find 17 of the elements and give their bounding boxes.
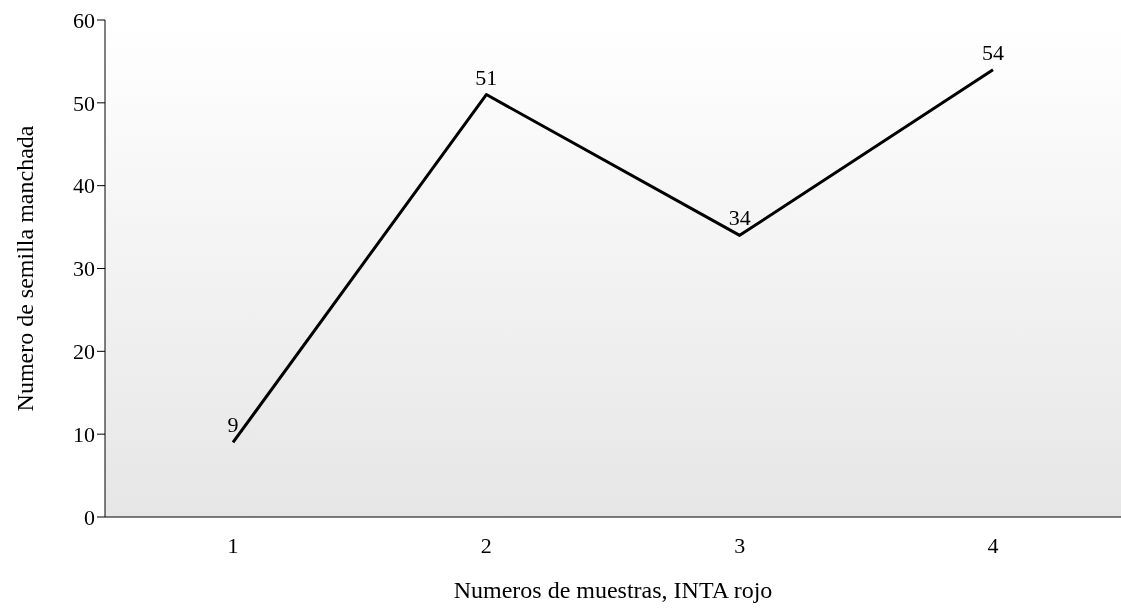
y-tick-label: 50 xyxy=(73,90,95,116)
data-label: 9 xyxy=(227,412,239,438)
y-tick-label: 10 xyxy=(73,421,95,447)
y-axis-title: Numero de semilla manchada xyxy=(11,125,38,412)
y-tick-label: 20 xyxy=(73,339,95,365)
x-tick-label: 2 xyxy=(480,532,492,558)
y-tick-label: 30 xyxy=(73,256,95,282)
y-tick-label: 40 xyxy=(73,173,95,199)
data-label: 54 xyxy=(982,39,1004,65)
data-label: 34 xyxy=(728,205,751,231)
x-tick-label: 1 xyxy=(227,532,239,558)
x-tick-label: 4 xyxy=(987,532,999,558)
x-tick-label: 3 xyxy=(734,532,746,558)
y-tick-label: 0 xyxy=(84,504,95,530)
y-tick-label: 60 xyxy=(73,7,95,33)
x-axis-title: Numeros de muestras, INTA rojo xyxy=(453,577,773,603)
data-label: 51 xyxy=(475,64,498,90)
